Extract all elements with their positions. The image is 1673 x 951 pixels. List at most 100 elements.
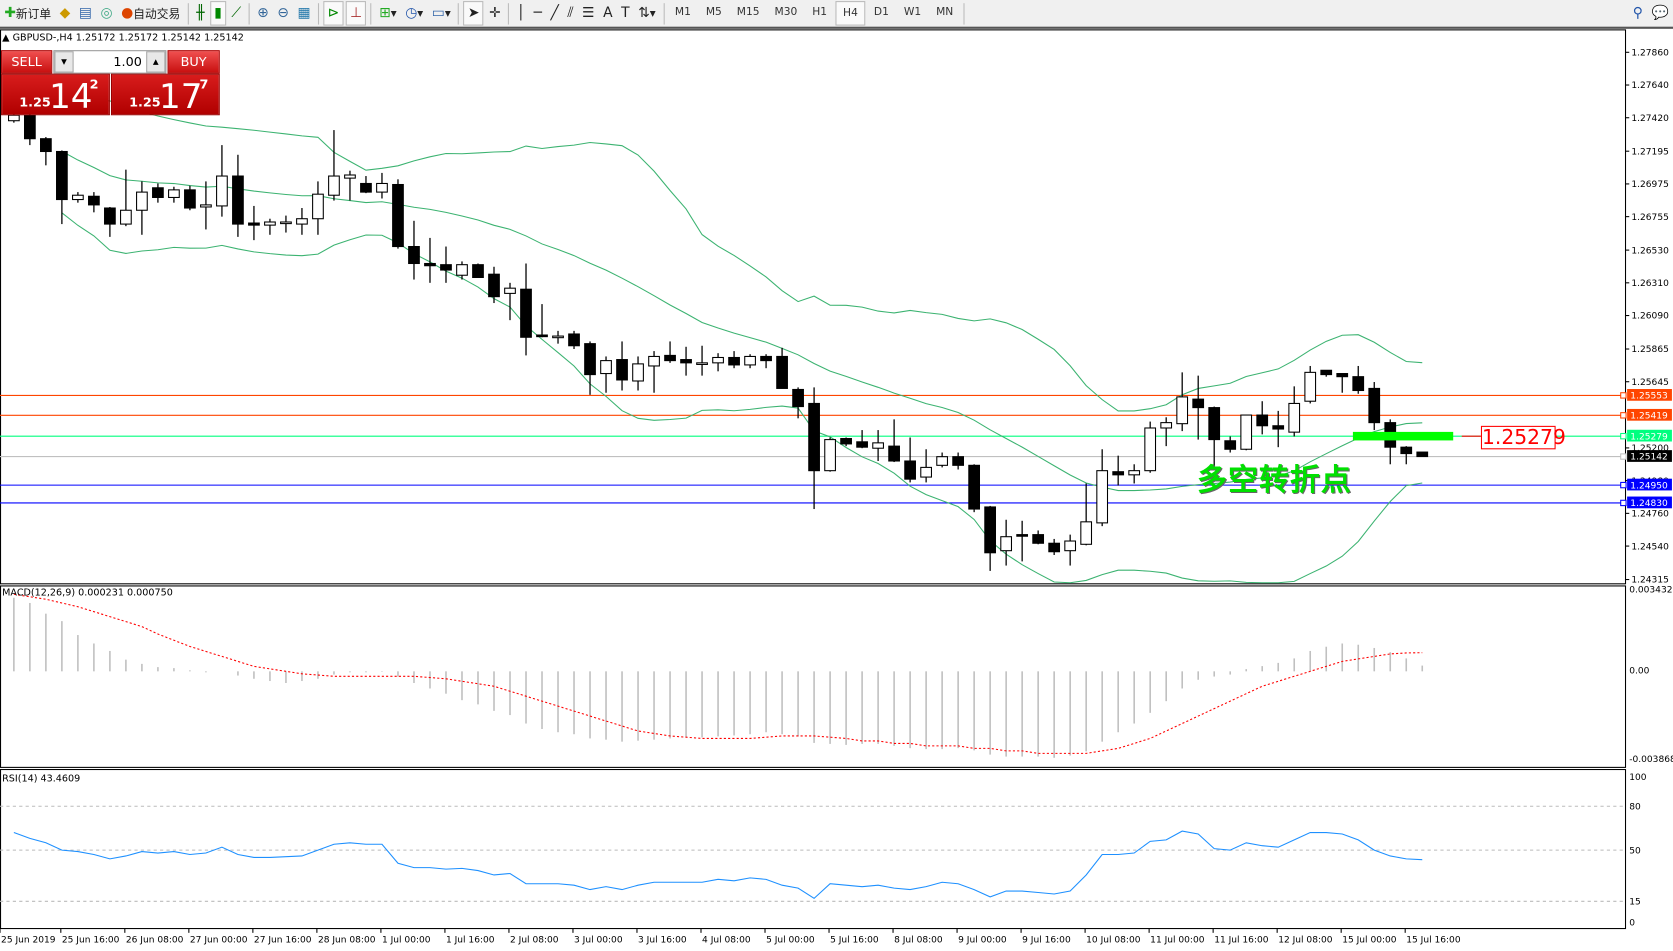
chat-button[interactable]: 💬 [1648, 2, 1672, 24]
line-handle [1620, 499, 1627, 507]
vertical-line-icon: │ [516, 4, 526, 21]
bear-candle [584, 343, 596, 376]
time-tick-label: 27 Jun 00:00 [190, 935, 248, 945]
timeframe-m5[interactable]: M5 [705, 6, 722, 19]
separator [370, 2, 372, 25]
time-tick-label: 28 Jun 08:00 [318, 935, 376, 945]
indicators-button[interactable]: ⊞ ▾ [379, 4, 397, 21]
bear-candle [536, 334, 548, 338]
bear-candle [968, 464, 981, 510]
new-order-label: 新订单 [15, 6, 52, 21]
sell-price-button[interactable]: 1.25 14 2 [1, 73, 110, 116]
annotation-text[interactable]: 多空转折点 [1197, 462, 1352, 498]
timeframe-h1[interactable]: H1 [812, 6, 828, 19]
price-line-badge-label: 1.25279 [1630, 432, 1668, 442]
bull-candle [1160, 422, 1173, 429]
bull-candle [200, 204, 212, 208]
price-label-annotation[interactable]: 1.25279 [1480, 425, 1566, 450]
price-line-badge-label: 1.25142 [1630, 453, 1667, 463]
trendline-button[interactable]: ╱ [547, 2, 562, 24]
rsi-tick-label: 50 [1629, 846, 1641, 856]
navigator-icon: ◎ [100, 4, 113, 21]
bull-candle [1176, 396, 1189, 425]
bid-big-figure: 1.25 [19, 94, 51, 110]
bull-candle [1064, 540, 1077, 552]
candlestick-icon: ▮ [214, 4, 222, 21]
bollinger-lower [61, 212, 1423, 584]
arrows-button[interactable]: ⇅ ▾ [638, 4, 656, 21]
separator [187, 2, 189, 25]
auto-trading-button[interactable]: ● 自动交易 [118, 2, 183, 24]
bear-candle [728, 356, 740, 366]
price-line-badge [1627, 478, 1672, 491]
bid-fraction: 2 [89, 76, 99, 92]
channel-button[interactable]: ⫽ [564, 2, 577, 24]
price-line-badge-label: 1.25419 [1630, 412, 1668, 422]
bull-candle [1240, 414, 1253, 450]
bull-candle [936, 456, 948, 466]
bear-candle [392, 183, 404, 248]
trendline-icon: ╱ [550, 4, 559, 21]
macd-signal-line [13, 593, 1423, 754]
buy-button[interactable]: BUY [167, 50, 220, 74]
timeframe-d1[interactable]: D1 [873, 6, 889, 19]
arrows-icon: ⇅ [638, 4, 650, 21]
bull-candle [264, 221, 276, 226]
bear-candle [1272, 425, 1285, 430]
periods-button[interactable]: ◷ ▾ [405, 4, 424, 21]
lot-increase-button[interactable]: ▲ [146, 51, 166, 73]
sell-button[interactable]: SELL [1, 50, 53, 74]
timeframe-w1[interactable]: W1 [903, 6, 922, 19]
search-button[interactable]: ⚲ [1630, 2, 1647, 24]
new-order-button[interactable]: ✚ 新订单 [1, 2, 54, 24]
lot-decrease-button[interactable]: ▼ [54, 51, 74, 73]
bear-candle [568, 333, 580, 347]
fibonacci-icon: ☰ [582, 4, 595, 21]
lot-size-input[interactable]: ▼ 1.00 ▲ [53, 50, 167, 74]
bear-candle [760, 355, 772, 362]
time-tick-label: 26 Jun 08:00 [126, 935, 184, 945]
timeframe-m30[interactable]: M30 [774, 6, 798, 19]
chart-shift-button[interactable]: ⊥ [345, 1, 367, 26]
line-chart-button[interactable]: ⟋ [228, 2, 244, 24]
bull-candle [72, 194, 84, 201]
zoom-out-button[interactable]: ⊖ [274, 2, 292, 24]
tile-windows-button[interactable]: ▦ [294, 2, 314, 24]
price-tick-label: 1.24540 [1631, 542, 1669, 552]
timeframe-m15[interactable]: M15 [736, 6, 760, 19]
text-label-button[interactable]: T [618, 2, 633, 24]
buy-price-button[interactable]: 1.25 17 7 [110, 73, 220, 116]
bar-chart-button[interactable]: ╫ [193, 2, 208, 24]
auto-scroll-icon: ⊳ [327, 4, 340, 21]
bull-candle [296, 218, 308, 225]
cursor-button[interactable]: ➤ [463, 1, 484, 26]
timeframe-mn[interactable]: MN [936, 6, 954, 19]
timeframe-m1[interactable]: M1 [674, 6, 691, 19]
bear-candle [1208, 407, 1221, 441]
templates-button[interactable]: ▭ ▾ [431, 4, 451, 21]
navigator-button[interactable]: ◎ [97, 2, 116, 24]
bear-candle [952, 456, 964, 466]
horizontal-line-button[interactable]: ─ [530, 2, 545, 24]
bull-candle [312, 193, 324, 220]
bull-candle [1096, 470, 1109, 524]
separator [458, 2, 460, 25]
zoom-in-button[interactable]: ⊕ [254, 2, 272, 24]
auto-scroll-button[interactable]: ⊳ [323, 1, 344, 26]
separator [508, 2, 510, 25]
market-watch-button[interactable]: ◆ [56, 2, 73, 24]
price-tick-label: 1.27195 [1631, 147, 1668, 157]
fibonacci-button[interactable]: ☰ [579, 2, 598, 24]
crosshair-button[interactable]: ✛ [486, 2, 504, 24]
candlestick-button[interactable]: ▮ [209, 1, 227, 26]
bear-candle [616, 359, 628, 381]
rsi-line [13, 830, 1423, 900]
data-window-button[interactable]: ▤ [76, 2, 96, 24]
time-tick-label: 1 Jul 16:00 [446, 935, 495, 945]
bear-candle [1352, 376, 1365, 392]
ask-fraction: 7 [199, 76, 209, 92]
timeframe-h4[interactable]: H4 [835, 1, 866, 26]
text-button[interactable]: A [600, 2, 616, 24]
vertical-line-button[interactable]: │ [514, 2, 529, 24]
